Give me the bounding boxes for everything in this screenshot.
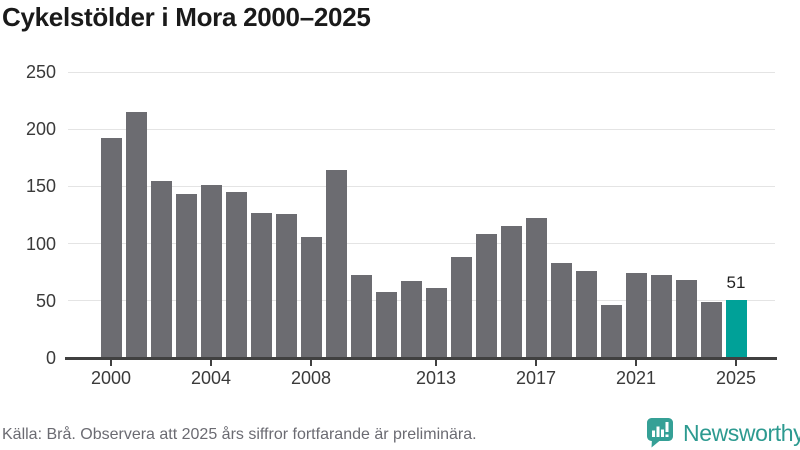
- y-axis-label-250: 250: [25, 62, 56, 82]
- y-axis-label-50: 50: [35, 290, 56, 311]
- x-axis-tick-2021: [635, 360, 637, 366]
- bar-2018: [550, 263, 572, 358]
- bar-2020: [600, 305, 622, 358]
- x-axis-tick-2008: [310, 360, 312, 366]
- y-axis-label-0: 0: [45, 348, 56, 368]
- gridline-50: [68, 300, 775, 302]
- bar-2022: [650, 274, 672, 358]
- x-axis-label-2025: 2025: [715, 368, 757, 388]
- x-axis-label-2013: 2013: [415, 368, 457, 388]
- bar-2000: [100, 138, 122, 358]
- gridline-250: [68, 71, 775, 73]
- bar-2009: [325, 170, 347, 358]
- x-axis-label-2000: 2000: [90, 368, 132, 388]
- gridline-100: [68, 243, 775, 245]
- bar-2025: [725, 299, 747, 358]
- x-axis-label-2017: 2017: [515, 368, 557, 388]
- x-axis-label-2008: 2008: [290, 368, 332, 388]
- newsworthy-speech-bubble-chart-icon: [647, 418, 673, 448]
- bar-2006: [250, 212, 272, 358]
- bar-2010: [350, 274, 372, 358]
- x-axis-label-2021: 2021: [615, 368, 657, 388]
- bar-2017: [525, 218, 547, 358]
- bar-2019: [575, 271, 597, 358]
- bar-2007: [275, 213, 297, 358]
- bar-2013: [425, 288, 447, 358]
- bar-2021: [625, 273, 647, 358]
- bar-2003: [175, 194, 197, 358]
- bar-2002: [150, 180, 172, 358]
- y-axis-label-150: 150: [25, 176, 56, 197]
- newsworthy-logo[interactable]: Newsworthy: [646, 418, 800, 448]
- bar-2001: [125, 112, 147, 358]
- chart-title: Cykelstölder i Mora 2000–2025: [2, 2, 371, 32]
- bar-value-label: 51: [726, 272, 746, 292]
- bar-2024: [700, 301, 722, 358]
- newsworthy-logo-text: Newsworthy: [683, 420, 800, 446]
- x-axis-tick-2017: [535, 360, 537, 366]
- gridline-200: [68, 128, 775, 130]
- bar-2005: [225, 192, 247, 358]
- bar-2012: [400, 281, 422, 358]
- x-axis-tick-2000: [110, 360, 112, 366]
- bar-2015: [475, 234, 497, 358]
- y-axis-label-100: 100: [25, 233, 56, 254]
- y-axis-label-200: 200: [25, 119, 56, 140]
- gridline-150: [68, 185, 775, 187]
- x-axis-label-2004: 2004: [190, 368, 232, 388]
- bar-2016: [500, 226, 522, 358]
- bar-2023: [675, 280, 697, 358]
- bar-2008: [300, 236, 322, 358]
- bar-2004: [200, 185, 222, 358]
- x-axis-tick-2013: [435, 360, 437, 366]
- x-axis-line: [65, 356, 777, 360]
- x-axis-tick-2004: [210, 360, 212, 366]
- bar-2011: [375, 291, 397, 358]
- source-note: Källa: Brå. Observera att 2025 års siffr…: [2, 426, 477, 443]
- bar-chart-plot: 0 50 100 150 200 250 51 2000 2004 2008 2013 2017 202…: [26, 62, 777, 388]
- x-axis-tick-2025: [735, 360, 737, 366]
- bar-2014: [450, 257, 472, 358]
